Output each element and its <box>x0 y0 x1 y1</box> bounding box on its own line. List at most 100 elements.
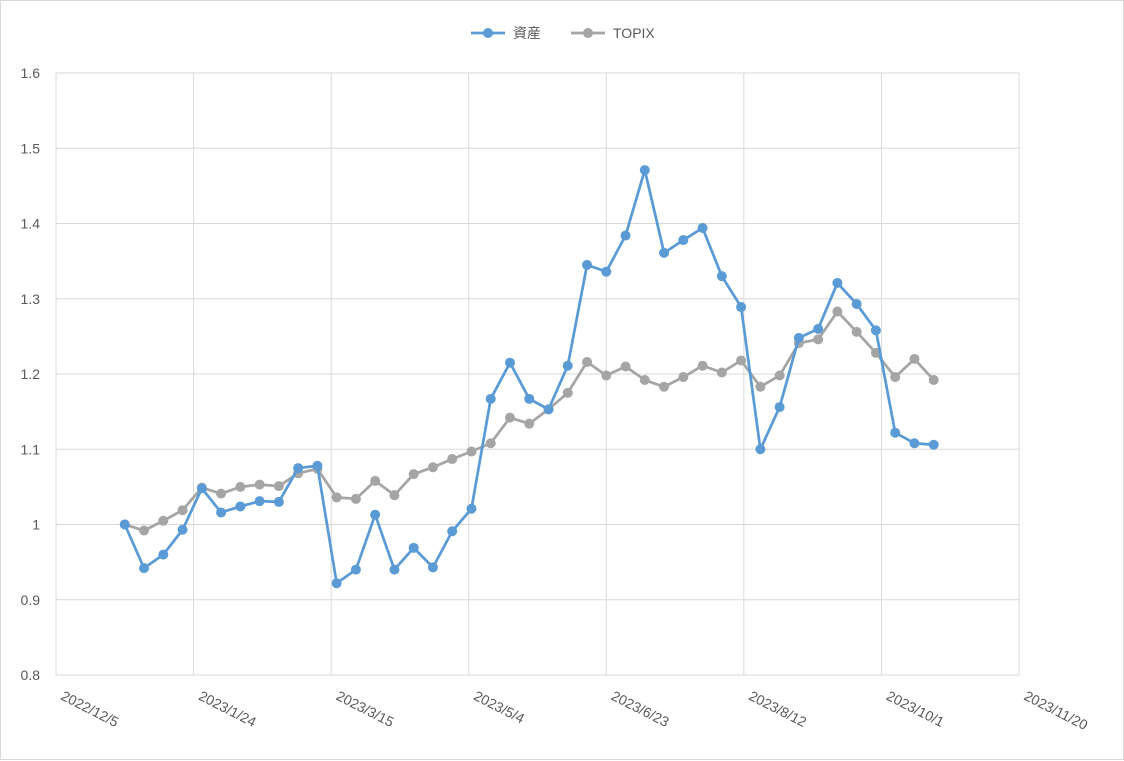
data-point <box>755 381 766 392</box>
data-point <box>139 525 150 536</box>
data-point <box>177 505 188 516</box>
data-point <box>716 271 727 282</box>
data-point <box>119 519 130 530</box>
legend-label: TOPIX <box>613 25 655 41</box>
x-tick-label: 2023/10/1 <box>884 687 947 730</box>
data-point <box>485 393 496 404</box>
data-point <box>254 479 265 490</box>
legend-item: 資産 <box>471 25 541 41</box>
data-point <box>909 353 920 364</box>
data-point <box>774 402 785 413</box>
data-point <box>350 564 361 575</box>
data-point <box>504 357 515 368</box>
data-point <box>620 230 631 241</box>
data-point <box>620 361 631 372</box>
data-point <box>909 438 920 449</box>
x-tick-label: 2023/5/4 <box>471 687 527 726</box>
series-topix <box>119 306 939 536</box>
data-point <box>736 302 747 313</box>
data-point <box>678 235 689 246</box>
data-point <box>466 446 477 457</box>
data-point <box>582 356 593 367</box>
legend-swatch-marker <box>583 28 593 38</box>
y-tick-label: 0.9 <box>21 592 41 608</box>
data-point <box>427 562 438 573</box>
data-point <box>870 325 881 336</box>
data-point <box>890 427 901 438</box>
data-point <box>697 223 708 234</box>
y-tick-label: 1.4 <box>21 216 41 232</box>
y-axis-ticks: 0.8 0.9 1 1.1 1.2 1.3 1.4 1.5 1.6 <box>21 65 41 683</box>
data-point <box>659 247 670 258</box>
data-point <box>851 326 862 337</box>
data-point <box>562 360 573 371</box>
data-point <box>601 370 612 381</box>
y-tick-label: 1.5 <box>21 140 41 156</box>
x-tick-label: 2023/11/20 <box>1022 687 1091 733</box>
data-point <box>312 460 323 471</box>
legend-item: TOPIX <box>571 25 655 41</box>
series-asset <box>119 165 939 589</box>
series-line <box>123 168 934 585</box>
data-point <box>678 372 689 383</box>
x-tick-label: 2023/6/23 <box>609 687 672 730</box>
data-point <box>216 488 227 499</box>
data-point <box>716 367 727 378</box>
data-point <box>293 463 304 474</box>
data-point <box>832 306 843 317</box>
data-point <box>813 334 824 345</box>
data-point <box>389 490 400 501</box>
data-point <box>331 492 342 503</box>
data-point <box>697 360 708 371</box>
data-point <box>543 404 554 415</box>
data-point <box>793 332 804 343</box>
data-point <box>659 381 670 392</box>
data-point <box>755 444 766 455</box>
data-point <box>235 501 246 512</box>
data-point <box>235 481 246 492</box>
data-point <box>273 496 284 507</box>
y-tick-label: 1.3 <box>21 291 41 307</box>
data-point <box>736 355 747 366</box>
data-point <box>890 372 901 383</box>
legend-label: 資産 <box>513 25 541 41</box>
data-point <box>350 493 361 504</box>
data-point <box>196 483 207 494</box>
y-tick-label: 1.6 <box>21 65 41 81</box>
data-point <box>370 509 381 520</box>
data-point <box>447 526 458 537</box>
data-point <box>928 375 939 386</box>
data-point <box>524 418 535 429</box>
data-point <box>408 542 419 553</box>
data-point <box>524 393 535 404</box>
y-tick-label: 1.2 <box>21 366 41 382</box>
legend-swatch-marker <box>483 28 493 38</box>
data-point <box>832 277 843 288</box>
x-tick-label: 2023/8/12 <box>746 687 809 730</box>
data-point <box>331 578 342 589</box>
data-point <box>774 370 785 381</box>
data-point <box>639 165 650 176</box>
x-tick-label: 2023/3/15 <box>334 687 397 730</box>
x-tick-label: 2023/1/24 <box>196 687 259 730</box>
series-group <box>119 165 939 589</box>
y-tick-label: 0.8 <box>21 667 41 683</box>
data-point <box>389 564 400 575</box>
data-point <box>273 481 284 492</box>
x-tick-label: 2022/12/5 <box>59 687 122 730</box>
data-point <box>601 266 612 277</box>
data-point <box>928 439 939 450</box>
data-point <box>370 475 381 486</box>
legend: 資産 TOPIX <box>471 25 655 41</box>
grid-lines <box>55 72 1020 676</box>
data-point <box>254 496 265 507</box>
y-tick-label: 1 <box>32 517 40 533</box>
data-point <box>504 412 515 423</box>
data-point <box>177 524 188 535</box>
y-tick-label: 1.1 <box>21 441 41 457</box>
data-point <box>408 469 419 480</box>
data-point <box>216 507 227 518</box>
x-axis-ticks: 2022/12/5 2023/1/24 2023/3/15 2023/5/4 2023/… <box>59 687 1091 733</box>
